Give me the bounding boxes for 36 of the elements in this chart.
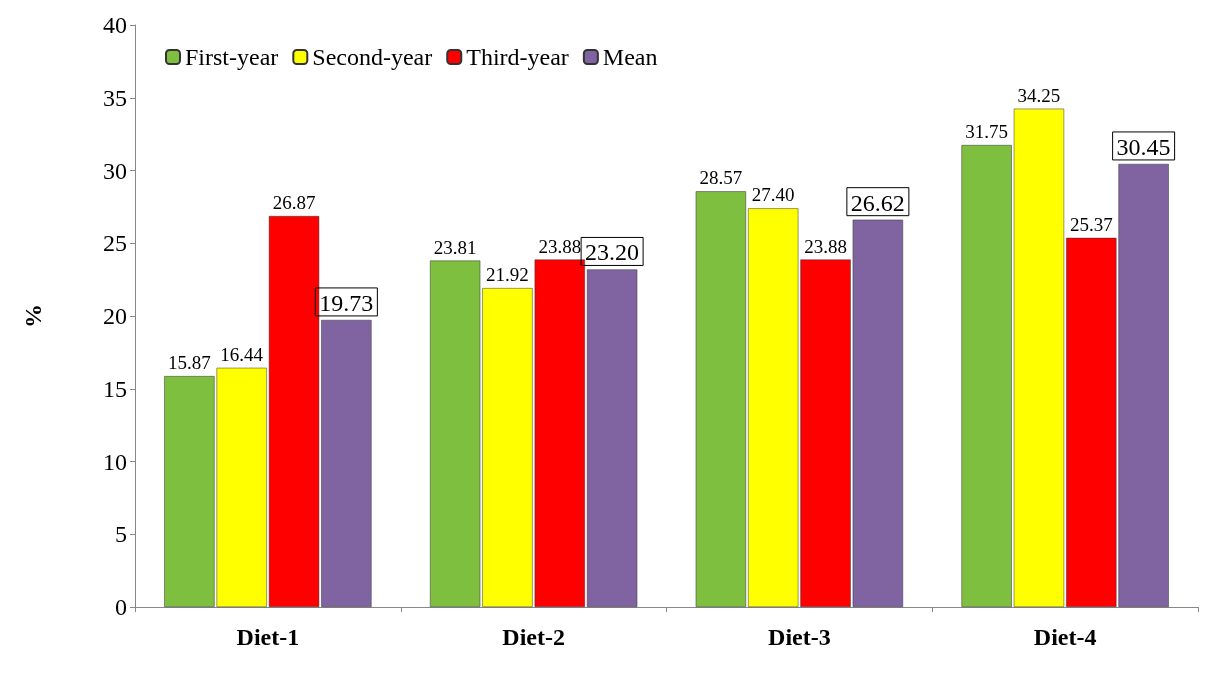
data-label: 28.57 [699, 167, 743, 189]
bar [586, 269, 638, 607]
data-label: 23.88 [804, 235, 847, 257]
y-axis-title: % [20, 304, 46, 328]
data-label: 19.73 [319, 289, 374, 316]
x-tick-label: Diet-4 [1033, 624, 1097, 650]
data-label: 16.44 [220, 343, 264, 365]
data-label: 23.20 [585, 239, 640, 266]
y-tick-label: 30 [103, 157, 127, 184]
legend-label: Mean [602, 44, 658, 70]
legend-label: Third-year [466, 44, 569, 70]
legend-label: First-year [185, 44, 279, 70]
data-label: 21.92 [486, 264, 529, 286]
data-label: 25.37 [1069, 213, 1113, 235]
y-tick-label: 35 [103, 84, 127, 111]
y-tick-label: 10 [103, 448, 127, 475]
y-tick-label: 25 [103, 230, 127, 257]
data-label: 23.81 [433, 236, 477, 258]
data-label: 31.75 [965, 121, 1009, 143]
x-tick-label: Diet-3 [768, 624, 831, 650]
data-label: 27.40 [751, 184, 795, 206]
data-label: 30.45 [1116, 133, 1171, 160]
y-tick-label: 5 [115, 521, 127, 548]
y-tick-label: 0 [115, 594, 127, 620]
legend-label: Second-year [312, 44, 433, 70]
y-tick-label: 20 [103, 303, 127, 329]
data-label: 34.25 [1017, 84, 1061, 106]
bar [695, 191, 747, 607]
data-label: 26.62 [850, 189, 905, 216]
x-tick-label: Diet-2 [502, 624, 565, 650]
data-label: 15.87 [168, 352, 211, 374]
data-label: 23.88 [538, 235, 582, 257]
y-tick-label: 15 [103, 375, 127, 402]
y-tick-label: 40 [103, 12, 127, 38]
x-tick-label: Diet-1 [236, 624, 300, 650]
data-label: 26.87 [272, 192, 316, 214]
